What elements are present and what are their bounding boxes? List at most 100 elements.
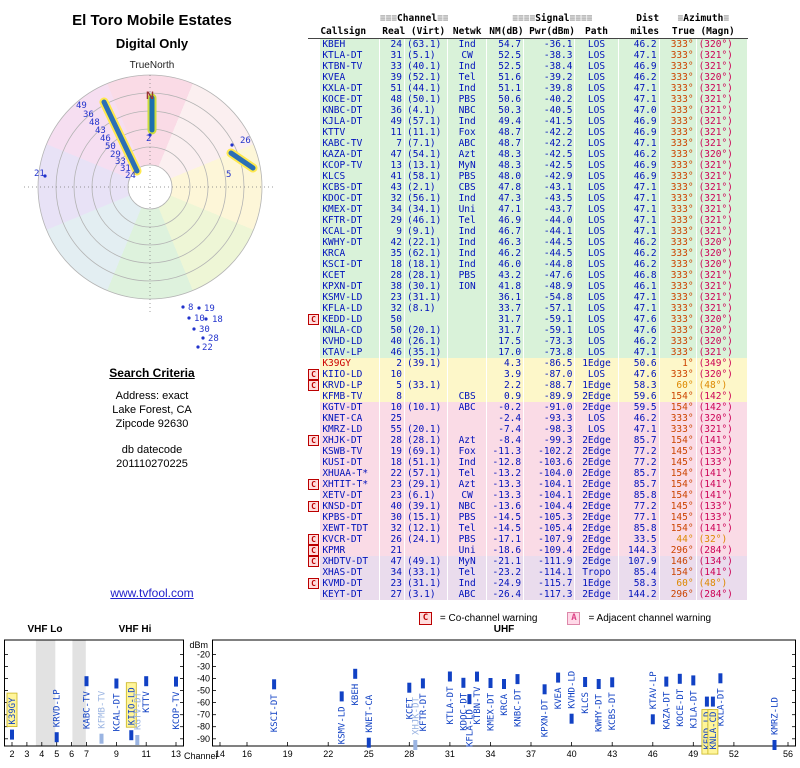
svg-text:26: 26 — [240, 136, 251, 146]
svg-text:KVEA: KVEA — [554, 687, 564, 709]
callsign-cell: KABC-TV — [320, 138, 381, 149]
svg-text:KLCS: KLCS — [581, 692, 591, 714]
tvfool-link[interactable]: www.tvfool.com — [110, 586, 194, 600]
table-row: KCBS-DT 43 (2.1) CBS 47.8 -43.1 LOS 47.1 333° (32… — [308, 182, 749, 193]
svg-text:dBm: dBm — [189, 640, 208, 650]
callsign-cell: KEYT-DT — [320, 589, 381, 600]
callsign-cell: KSCI-DT — [320, 259, 381, 270]
callsign-cell: KSMV-LD — [320, 292, 381, 303]
col-path: Path — [574, 25, 619, 39]
svg-text:25: 25 — [364, 749, 374, 759]
table-row: KVHD-LD 40 (26.1) 17.5 -73.3 LOS 46.2 333° (320°… — [308, 336, 749, 347]
callsign-cell: KCAL-DT — [320, 226, 381, 237]
callsign-cell: KVEA — [320, 72, 381, 83]
table-row: K39GY 2 (39.1) 4.3 -86.5 1Edge 50.6 1° (349°) — [308, 358, 749, 369]
table-row: KAZA-DT 47 (54.1) Azt 48.3 -42.5 LOS 46.2 333° (3… — [308, 149, 749, 160]
db-datecode-value: 201110270225 — [116, 458, 188, 470]
svg-text:KXLA-DT: KXLA-DT — [716, 688, 726, 727]
callsign-cell: XEWT-TDT — [320, 523, 381, 534]
callsign-cell: KFTR-DT — [320, 215, 381, 226]
svg-text:KPXN-DT: KPXN-DT — [541, 699, 551, 738]
table-row: KBEH 24 (63.1) Ind 54.7 -36.1 LOS 46.2 333° (320°… — [308, 38, 749, 50]
callsign-cell: XHUAA-T* — [320, 468, 381, 479]
svg-text:KJLA-DT: KJLA-DT — [689, 690, 699, 729]
channel-group-header: ≡≡≡Channel≡≡≡ — [379, 13, 448, 24]
callsign-cell: XHAS-DT — [320, 567, 381, 578]
table-row: C KVCR-DT 26 (24.1) PBS -17.1 -107.9 2Edge 33.5 4… — [308, 534, 749, 545]
callsign-cell: KDOC-DT — [320, 193, 381, 204]
table-row: KNLA-CD 50 (20.1) 31.7 -59.1 LOS 47.6 333° (320°… — [308, 325, 749, 336]
callsign-cell: KGTV-DT — [320, 402, 381, 413]
callsign-cell: KEDD-LD — [320, 314, 381, 325]
callsign-cell: XHTIT-T* — [320, 479, 381, 490]
svg-text:KFTR-DT: KFTR-DT — [419, 693, 429, 732]
channel-axis-label: Channel — [184, 751, 218, 761]
svg-text:29: 29 — [110, 150, 121, 160]
table-row: KDOC-DT 32 (56.1) Ind 47.3 -43.5 LOS 47.1 333° (3… — [308, 193, 749, 204]
table-row: KSWB-TV 19 (69.1) Fox -11.3 -102.2 2Edge 77.2 14… — [308, 446, 749, 457]
svg-text:KTLA-DT: KTLA-DT — [446, 686, 456, 725]
svg-text:56: 56 — [783, 749, 793, 759]
callsign-cell: KNSD-DT — [320, 501, 381, 512]
table-row: C KNSD-DT 40 (39.1) NBC -13.6 -104.4 2Edge 77.2 1… — [308, 501, 749, 512]
svg-text:KBEH: KBEH — [351, 684, 361, 706]
table-row: KWHY-DT 42 (22.1) Ind 46.3 -44.5 LOS 46.2 333° (3… — [308, 237, 749, 248]
callsign-cell: KNLA-CD — [320, 325, 381, 336]
co-channel-warning-icon: C — [308, 479, 319, 490]
svg-text:XHJK-DT: XHJK-DT — [411, 696, 421, 735]
callsign-cell: XETV-DT — [320, 490, 381, 501]
svg-text:22: 22 — [323, 749, 333, 759]
callsign-cell: KPBS-DT — [320, 512, 381, 523]
db-datecode-label: db datecode — [121, 444, 183, 456]
svg-text:52: 52 — [729, 749, 739, 759]
svg-text:KSMV-LD: KSMV-LD — [338, 706, 348, 744]
svg-text:28: 28 — [404, 749, 414, 759]
svg-text:10: 10 — [194, 314, 205, 324]
svg-text:9: 9 — [114, 749, 119, 759]
callsign-cell: KAZA-DT — [320, 149, 381, 160]
adjacent-channel-warning-icon: A — [567, 612, 581, 625]
svg-text:KIIO-LD: KIIO-LD — [127, 687, 137, 725]
callsign-cell: KOCE-DT — [320, 94, 381, 105]
svg-text:KNLA-CD: KNLA-CD — [709, 712, 719, 750]
svg-text:4: 4 — [39, 749, 44, 759]
callsign-cell: KPXN-DT — [320, 281, 381, 292]
table-row: KFLA-LD 32 (8.1) 33.7 -57.1 LOS 47.1 333° (321°) — [308, 303, 749, 314]
table-row: KABC-TV 7 (7.1) ABC 48.7 -42.2 LOS 47.1 333° (321… — [308, 138, 749, 149]
svg-text:34: 34 — [485, 749, 495, 759]
table-row: KJLA-DT 49 (57.1) Ind 49.4 -41.5 LOS 46.9 333° (3… — [308, 116, 749, 127]
vhf-signal-chart: 2 3 4 5 6 7 9 11 13 KTTV KABC-TV KCOP-TV KCAL-DT K39G… — [4, 639, 184, 759]
svg-text:16: 16 — [242, 749, 252, 759]
svg-text:-90: -90 — [197, 734, 210, 744]
svg-text:43: 43 — [95, 126, 106, 136]
svg-text:KCOP-TV: KCOP-TV — [172, 691, 182, 730]
callsign-cell: KVHD-LD — [320, 336, 381, 347]
callsign-cell: KPMR — [320, 545, 381, 556]
svg-text:49: 49 — [76, 101, 87, 111]
svg-text:36: 36 — [83, 110, 94, 120]
callsign-cell: XHDTV-DT — [320, 556, 381, 567]
table-row: KCAL-DT 9 (9.1) Ind 46.7 -44.1 LOS 47.1 333° (321… — [308, 226, 749, 237]
svg-text:46: 46 — [648, 749, 658, 759]
svg-text:-40: -40 — [197, 674, 210, 684]
uhf-band-label: UHF — [493, 624, 515, 635]
svg-text:37: 37 — [526, 749, 536, 759]
col-nm: NM(dB) — [486, 25, 524, 39]
table-row: KFMB-TV 8 CBS 0.9 -89.9 2Edge 59.6 154° (142°) — [308, 391, 749, 402]
svg-text:40: 40 — [567, 749, 577, 759]
svg-text:KGTV-DT: KGTV-DT — [133, 691, 143, 730]
co-channel-warning-icon: C — [308, 435, 319, 446]
svg-text:19: 19 — [283, 749, 293, 759]
col-netwk: Netwk — [447, 25, 487, 39]
svg-text:-30: -30 — [197, 662, 210, 672]
table-row: KUSI-DT 18 (51.1) Ind -12.8 -103.6 2Edge 77.2 14… — [308, 457, 749, 468]
svg-text:KAZA-DT: KAZA-DT — [662, 691, 672, 730]
svg-text:3: 3 — [24, 749, 29, 759]
svg-text:6: 6 — [69, 749, 74, 759]
callsign-cell: KRCA — [320, 248, 381, 259]
svg-text:5: 5 — [226, 170, 231, 180]
table-row: KVEA 39 (52.1) Tel 51.6 -39.2 LOS 46.2 333° (320°… — [308, 72, 749, 83]
table-row: C XHJK-DT 28 (28.1) Azt -8.4 -99.3 2Edge 85.7 154… — [308, 435, 749, 446]
svg-text:KMRZ-LD: KMRZ-LD — [771, 697, 781, 735]
